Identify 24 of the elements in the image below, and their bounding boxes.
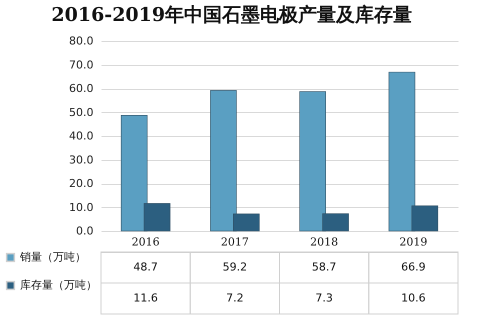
data-label: 7.3 bbox=[315, 292, 333, 304]
y-tick-label: 20.0 bbox=[69, 177, 94, 190]
legend-label: 销量（万吨） bbox=[19, 250, 86, 264]
data-label: 48.7 bbox=[133, 260, 158, 274]
x-tick-label: 2018 bbox=[310, 236, 338, 248]
x-tick-label: 2019 bbox=[399, 236, 428, 248]
y-tick-label: 10.0 bbox=[69, 200, 94, 214]
y-tick-label: 0.0 bbox=[76, 224, 94, 238]
chart-title: 2016-2019年中国石墨电极产量及库存量 bbox=[51, 4, 412, 26]
x-tick-label: 2017 bbox=[220, 236, 249, 248]
x-tick-label: 2016 bbox=[132, 236, 160, 248]
legend-label: 库存量（万吨） bbox=[20, 278, 97, 292]
data-label: 58.7 bbox=[312, 260, 336, 274]
y-tick-label: 30.0 bbox=[69, 153, 94, 166]
data-label: 10.6 bbox=[401, 292, 426, 304]
y-tick-label: 40.0 bbox=[69, 130, 94, 142]
y-tick-label: 70.0 bbox=[69, 58, 94, 72]
y-tick-label: 50.0 bbox=[69, 106, 94, 119]
data-label: 59.2 bbox=[222, 260, 248, 274]
data-label: 7.2 bbox=[226, 292, 244, 304]
y-tick-label: 80.0 bbox=[69, 34, 94, 48]
y-tick-label: 60.0 bbox=[69, 82, 94, 95]
data-label: 11.6 bbox=[133, 292, 158, 304]
data-label: 66.9 bbox=[401, 260, 426, 274]
